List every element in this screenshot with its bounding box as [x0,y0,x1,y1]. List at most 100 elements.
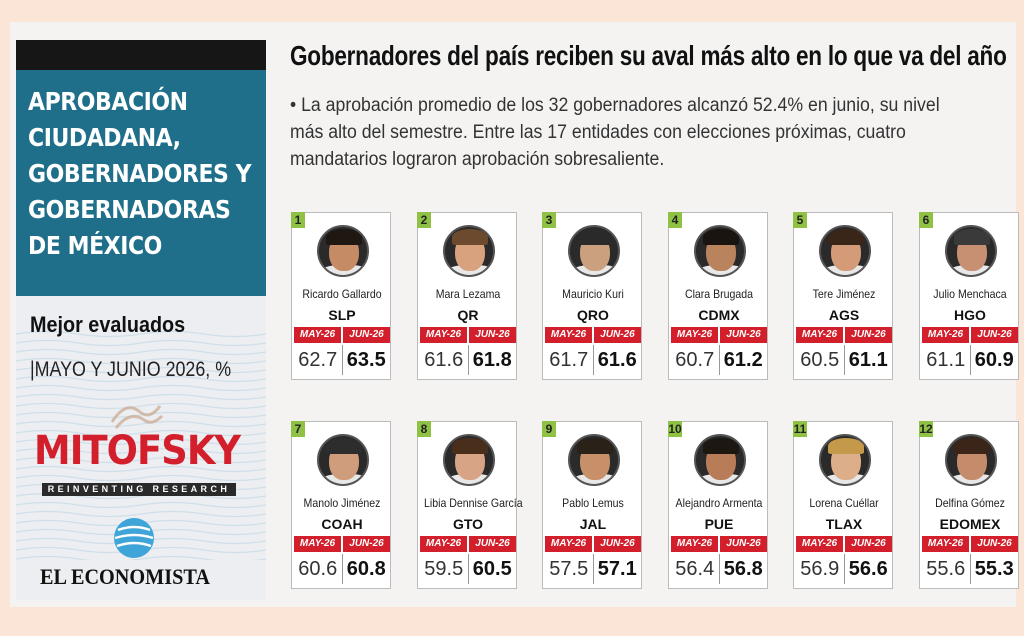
state-code: PUE [704,516,734,532]
wave-line [16,330,266,338]
panel-subtitle: Mejor evaluados [30,312,186,337]
governor-name: Clara Brugada [684,287,754,301]
panel-title-line: GOBERNADORAS [28,195,231,224]
may-value: 60.5 [800,349,840,371]
rank-badge: 8 [417,421,431,437]
wave-line [16,420,266,428]
panel-period: |MAYO Y JUNIO 2026, % [30,358,232,381]
description: • La aprobación promedio de los 32 gober… [290,95,940,170]
approval-values: 60.5 61.1 [796,345,892,375]
rank-badge: 2 [417,212,431,228]
rank-badge: 11 [793,421,807,437]
may-header: MAY-26 [550,329,587,340]
governor-card: 10 Alejandro Armenta PUE MAY-26 JUN-26 5… [668,421,768,589]
wave-line [16,384,266,392]
governor-name: Alejandro Armenta [675,496,763,510]
approval-values: 57.5 57.1 [545,554,641,584]
approval-values: 55.6 55.3 [922,554,1018,584]
may-value: 59.5 [424,558,464,580]
may-value: 55.6 [926,558,966,580]
top-black-bar [16,40,266,70]
may-header: MAY-26 [801,329,838,340]
jun-header: JUN-26 [843,327,892,343]
governor-name: Lorena Cuéllar [809,496,879,510]
may-value: 61.6 [424,349,464,371]
mitofsky-logo: MITOFSKY [34,428,241,474]
period-header: MAY-26 JUN-26 [294,327,390,343]
period-header: MAY-26 JUN-26 [796,327,892,343]
governor-photo [443,225,495,277]
jun-header: JUN-26 [341,327,390,343]
jun-header: JUN-26 [467,327,516,343]
panel-title-line: GOBERNADORES Y [28,159,252,188]
jun-header: JUN-26 [718,536,767,552]
panel-title-line: DE MÉXICO [28,231,162,260]
state-code: HGO [954,307,986,323]
may-value: 62.7 [298,349,338,371]
governor-photo [317,225,369,277]
photo-hair [326,229,362,245]
approval-values: 61.6 61.8 [420,345,516,375]
photo-hair [326,438,362,454]
wave-line [16,465,266,473]
photo-hair [954,229,990,245]
state-code: JAL [579,516,607,532]
el-economista-logo: EL ECONOMISTA [40,564,211,589]
governor-name: Mara Lezama [435,287,501,301]
governor-card: 3 Mauricio Kuri QRO MAY-26 JUN-26 61.7 6… [542,212,642,380]
governor-name: Tere Jiménez [812,287,876,301]
jun-header: JUN-26 [467,536,516,552]
period-header: MAY-26 JUN-26 [796,536,892,552]
governor-name: Delfina Gómez [935,496,1005,510]
rank-badge: 9 [542,421,556,437]
wave-line [16,438,266,446]
governor-photo [694,225,746,277]
may-value: 56.4 [675,558,715,580]
rank-badge: 7 [291,421,305,437]
wave-line [16,402,266,410]
governor-card: 11 Lorena Cuéllar TLAX MAY-26 JUN-26 56.… [793,421,893,589]
governor-name: Mauricio Kuri [562,287,624,301]
jun-value: 57.1 [592,554,642,584]
governor-photo [568,434,620,486]
photo-hair [954,438,990,454]
wave-line [16,429,266,437]
governor-card: 1 Ricardo Gallardo SLP MAY-26 JUN-26 62.… [291,212,391,380]
jun-header: JUN-26 [718,327,767,343]
wave-line [16,510,266,518]
governor-name: Ricardo Gallardo [302,287,382,301]
may-value: 61.7 [549,349,589,371]
governor-card: 8 Libia Dennise García GTO MAY-26 JUN-26… [417,421,523,589]
photo-hair [577,229,613,245]
governor-photo [317,434,369,486]
governor-card: 7 Manolo Jiménez COAH MAY-26 JUN-26 60.6… [291,421,391,589]
approval-values: 61.1 60.9 [922,345,1018,375]
jun-header: JUN-26 [969,327,1018,343]
may-value: 60.6 [298,558,338,580]
jun-value: 60.8 [341,554,391,584]
wave-line [16,375,266,383]
approval-values: 60.6 60.8 [294,554,390,584]
globe-icon [114,518,154,558]
jun-value: 61.1 [843,345,893,375]
governor-card: 2 Mara Lezama QR MAY-26 JUN-26 61.6 61.8 [417,212,517,380]
state-code: EDOMEX [939,516,1001,532]
panel-title-line: CIUDADANA, [28,123,181,152]
may-value: 60.7 [675,349,715,371]
governor-card: 9 Pablo Lemus JAL MAY-26 JUN-26 57.5 57.… [542,421,642,589]
governor-photo [819,225,871,277]
approval-values: 61.7 61.6 [545,345,641,375]
state-code: GTO [452,516,484,532]
approval-values: 59.5 60.5 [420,554,516,584]
state-code: SLP [328,307,356,323]
wave-line [16,411,266,419]
wave-line [16,393,266,401]
wave-line [16,456,266,464]
governor-name: Pablo Lemus [562,496,624,510]
rank-badge: 6 [919,212,933,228]
jun-header: JUN-26 [341,536,390,552]
jun-value: 60.5 [467,554,517,584]
headline: Gobernadores del país reciben su aval má… [290,40,1007,71]
rank-badge: 3 [542,212,556,228]
jun-header: JUN-26 [843,536,892,552]
